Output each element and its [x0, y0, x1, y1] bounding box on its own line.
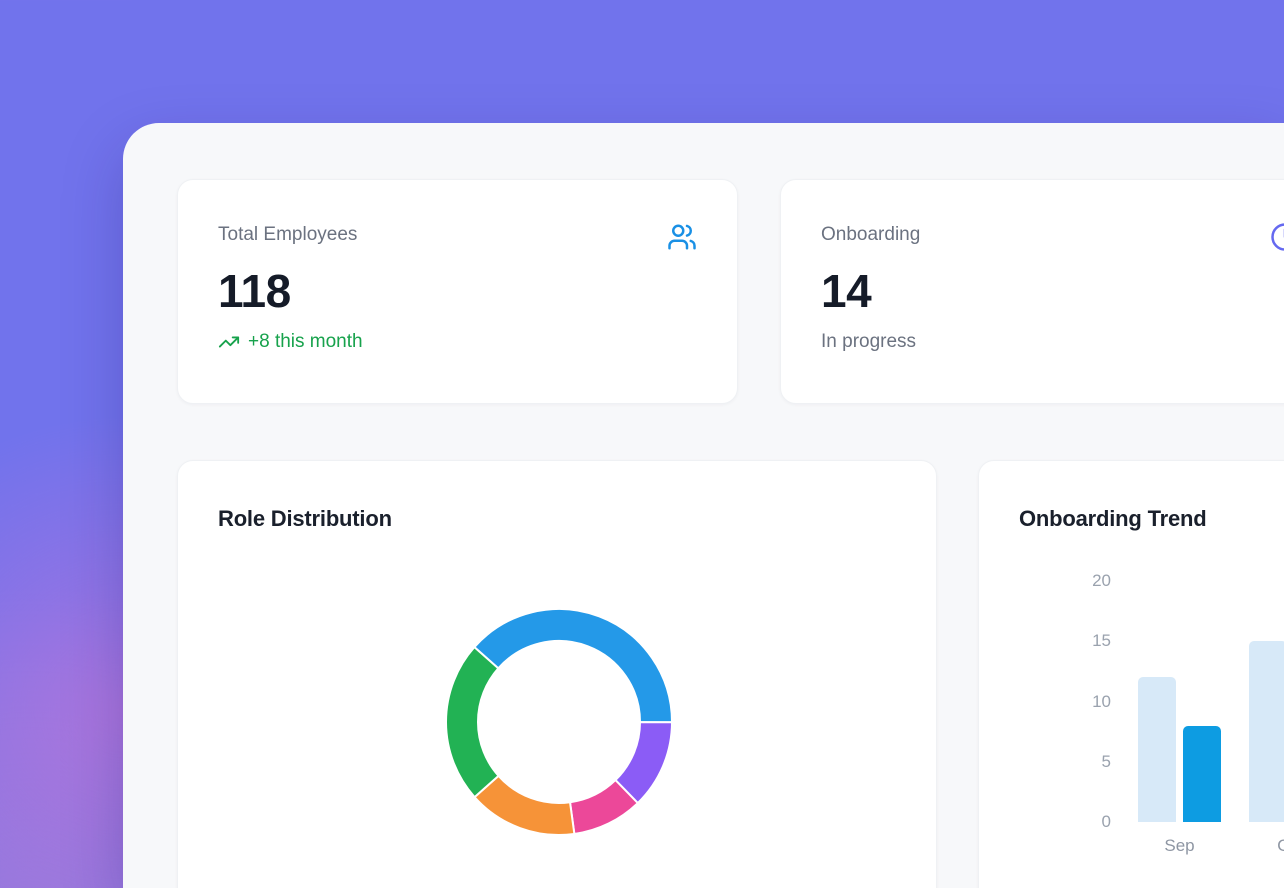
clock-icon: [1270, 222, 1284, 252]
chart-title: Role Distribution: [218, 506, 392, 531]
stat-subtext: In progress: [821, 330, 1284, 354]
stat-label: Total Employees: [218, 224, 358, 245]
stat-card-header: Total Employees: [218, 222, 697, 252]
bar-series-dark-sep: [1183, 725, 1221, 822]
stat-card-header: Onboarding: [821, 222, 1284, 252]
y-axis-tick-label: 10: [1092, 691, 1111, 711]
donut-segment-blue: [473, 608, 674, 724]
y-axis-tick-label: 0: [1101, 812, 1111, 831]
dashboard-panel: Total Employees 118 +8 this month: [123, 123, 1284, 888]
onboarding-trend-card: Onboarding Trend 0 5 10 15 20 Sep Oct: [978, 460, 1284, 888]
y-axis-tick-label: 15: [1092, 631, 1111, 651]
stat-card-onboarding: Onboarding 14 In progress: [780, 179, 1284, 404]
stat-change: +8 this month: [218, 330, 697, 354]
bar-series-light-oct: [1249, 641, 1284, 822]
stat-label: Onboarding: [821, 224, 921, 245]
onboarding-trend-bar-chart: 0 5 10 15 20 Sep Oct: [979, 461, 1284, 888]
role-distribution-donut-chart: [445, 608, 674, 836]
bar-series-light-sep: [1138, 677, 1176, 822]
x-axis-category-label: Oct: [1277, 836, 1284, 855]
y-axis-tick-label: 5: [1101, 751, 1111, 771]
donut-segment-green: [445, 646, 500, 799]
trending-up-icon: [218, 331, 240, 353]
chart-title: Onboarding Trend: [1019, 506, 1207, 531]
stat-value: 14: [821, 265, 872, 317]
users-icon: [667, 222, 697, 252]
stat-change-text: +8 this month: [248, 331, 363, 352]
x-axis-category-label: Sep: [1164, 836, 1195, 855]
stat-card-total-employees: Total Employees 118 +8 this month: [177, 179, 738, 404]
y-axis-tick-label: 20: [1092, 571, 1111, 590]
stat-change-text: In progress: [821, 331, 917, 352]
stat-value: 118: [218, 265, 291, 317]
role-distribution-card: Role Distribution: [177, 460, 937, 888]
